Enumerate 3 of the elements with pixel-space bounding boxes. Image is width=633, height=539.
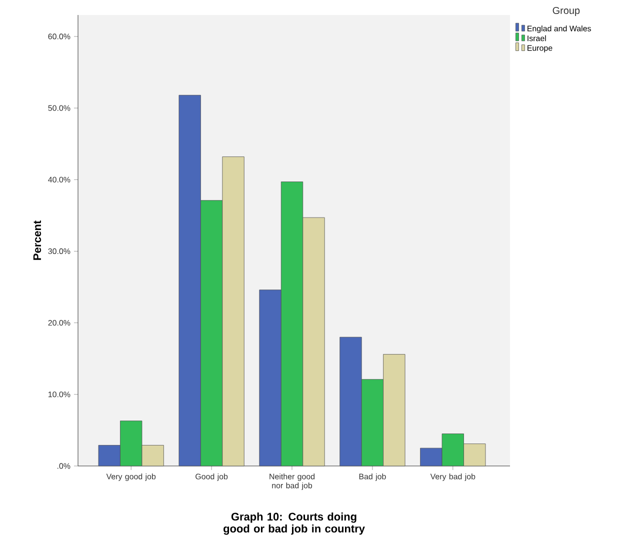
legend-title: Group — [552, 6, 580, 16]
y-axis-title: Percent — [33, 220, 42, 260]
text: Graph 10: Courts doing good or bad job in country — [224, 512, 365, 535]
